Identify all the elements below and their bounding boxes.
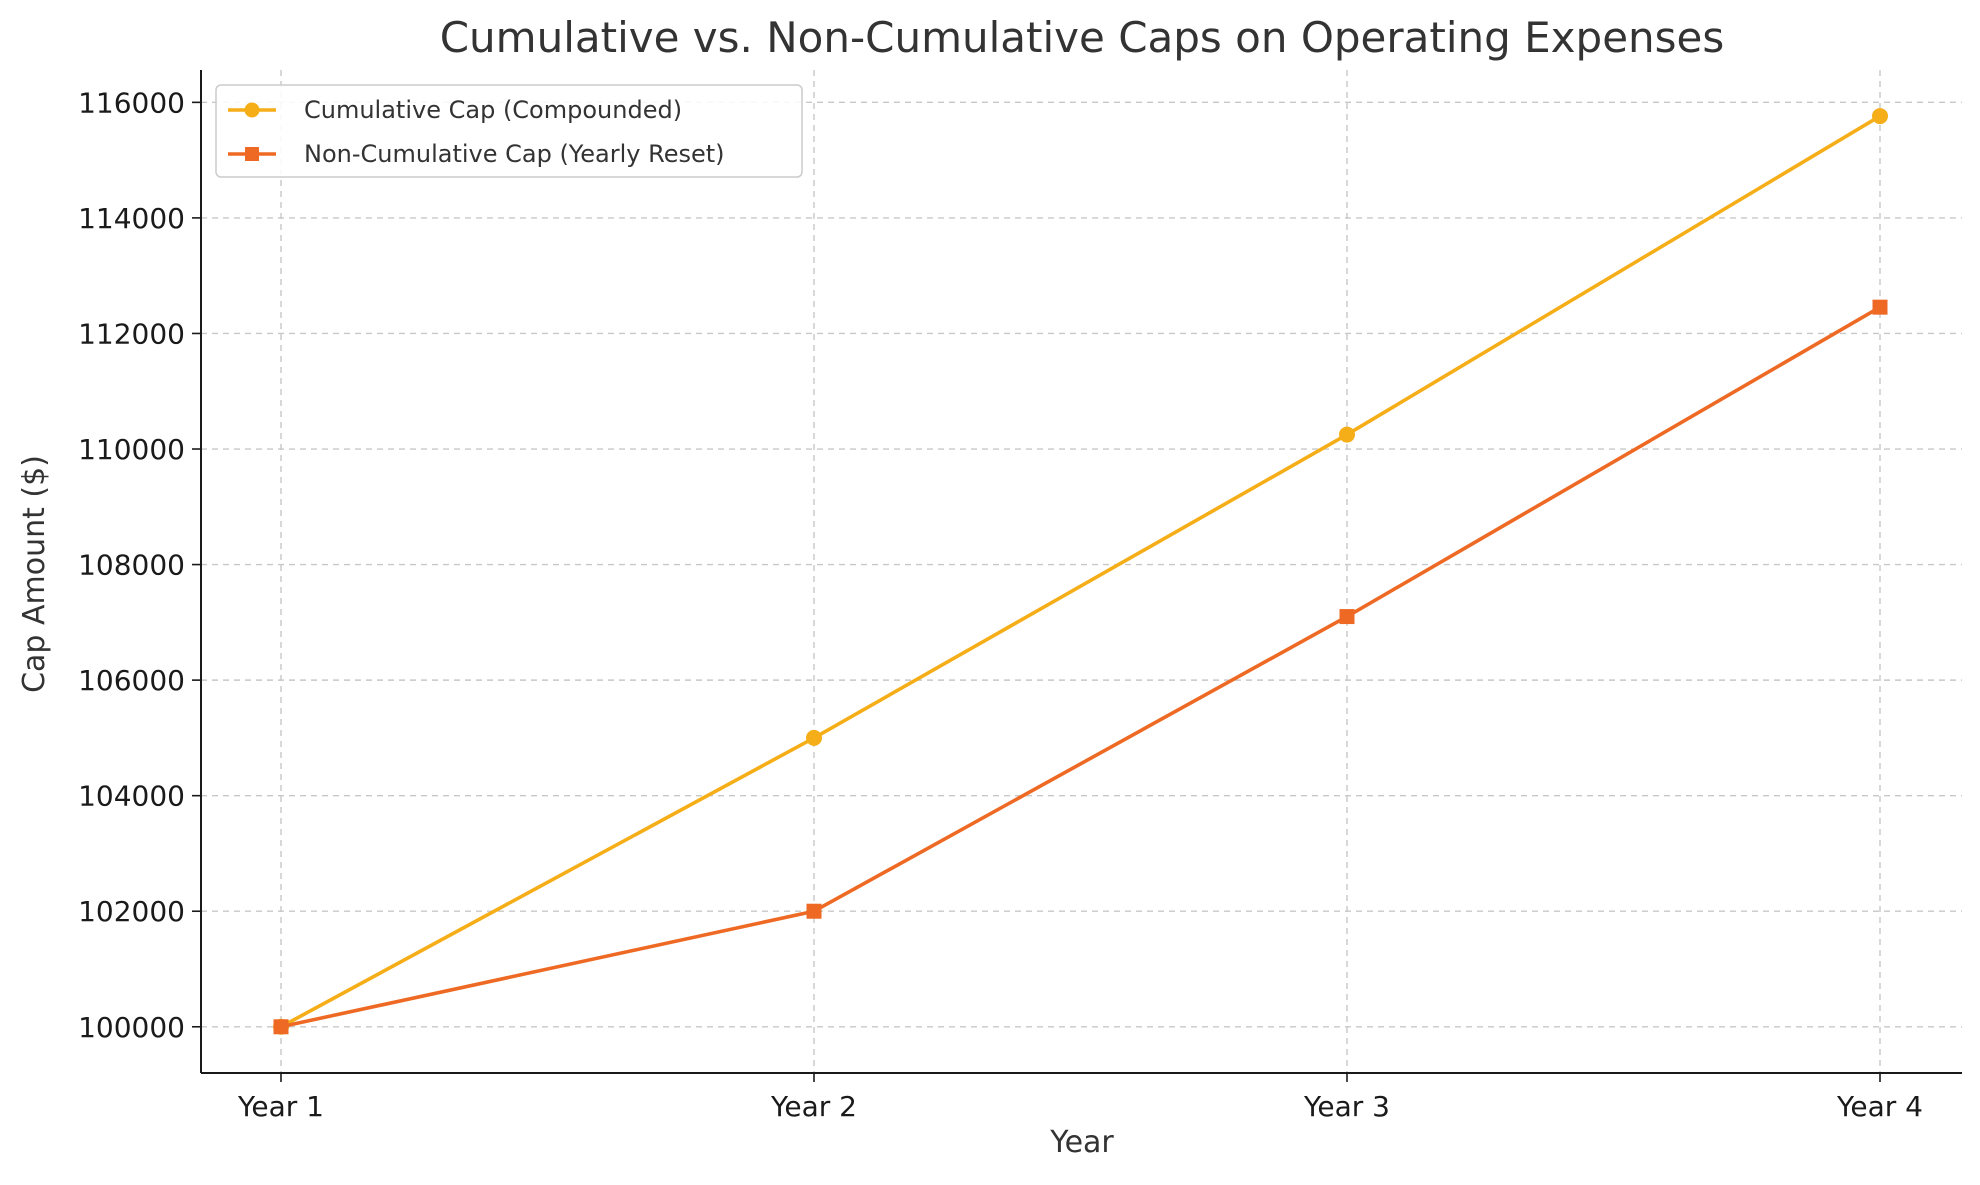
- y-axis-label: Cap Amount ($): [17, 455, 52, 693]
- data-point-circle: [806, 729, 822, 746]
- data-point-square: [273, 1019, 289, 1035]
- series-line: [280, 114, 1881, 1029]
- legend-item-2: Non-Cumulative Cap (Yearly Reset): [228, 140, 725, 168]
- series-2: [273, 299, 1888, 1035]
- y-tick-label: 100000: [78, 1011, 185, 1044]
- y-tick-label: 102000: [78, 895, 185, 928]
- legend-marker-circle: [244, 102, 260, 118]
- x-tick-label: Year 1: [237, 1090, 324, 1123]
- legend-marker-square: [245, 147, 259, 161]
- y-tick-label: 114000: [78, 202, 185, 235]
- x-axis-label: Year: [1049, 1125, 1114, 1160]
- data-point-square: [1339, 609, 1355, 625]
- data-point-circle: [1339, 426, 1355, 443]
- legend-label: Cumulative Cap (Compounded): [304, 96, 682, 124]
- data-point-square: [1872, 299, 1888, 315]
- x-tick-label: Year 2: [770, 1090, 857, 1123]
- x-tick-label: Year 4: [1836, 1090, 1923, 1123]
- y-tick-label: 112000: [78, 317, 185, 350]
- legend-item-1: Cumulative Cap (Compounded): [228, 96, 682, 124]
- tick-labels: 100000 102000 104000 106000 108000 110000 1120…: [78, 86, 1923, 1123]
- series-line: [280, 305, 1881, 1029]
- legend: Cumulative Cap (Compounded) Non-Cumulativ…: [215, 84, 803, 178]
- y-tick-label: 106000: [78, 664, 185, 697]
- x-tick-label: Year 3: [1303, 1090, 1390, 1123]
- chart-title: Cumulative vs. Non-Cumulative Caps on Op…: [440, 13, 1725, 62]
- series-1: [273, 108, 1888, 1035]
- data-point-circle: [1872, 108, 1888, 125]
- axes: [192, 70, 1962, 1082]
- y-tick-label: 104000: [78, 780, 185, 813]
- y-tick-label: 110000: [78, 433, 185, 466]
- legend-box: [215, 84, 803, 178]
- y-tick-label: 108000: [78, 549, 185, 582]
- y-tick-label: 116000: [78, 86, 185, 119]
- grid-lines: [201, 70, 1962, 1073]
- legend-label: Non-Cumulative Cap (Yearly Reset): [304, 140, 725, 168]
- data-point-square: [806, 903, 822, 919]
- series-lines: [273, 108, 1888, 1035]
